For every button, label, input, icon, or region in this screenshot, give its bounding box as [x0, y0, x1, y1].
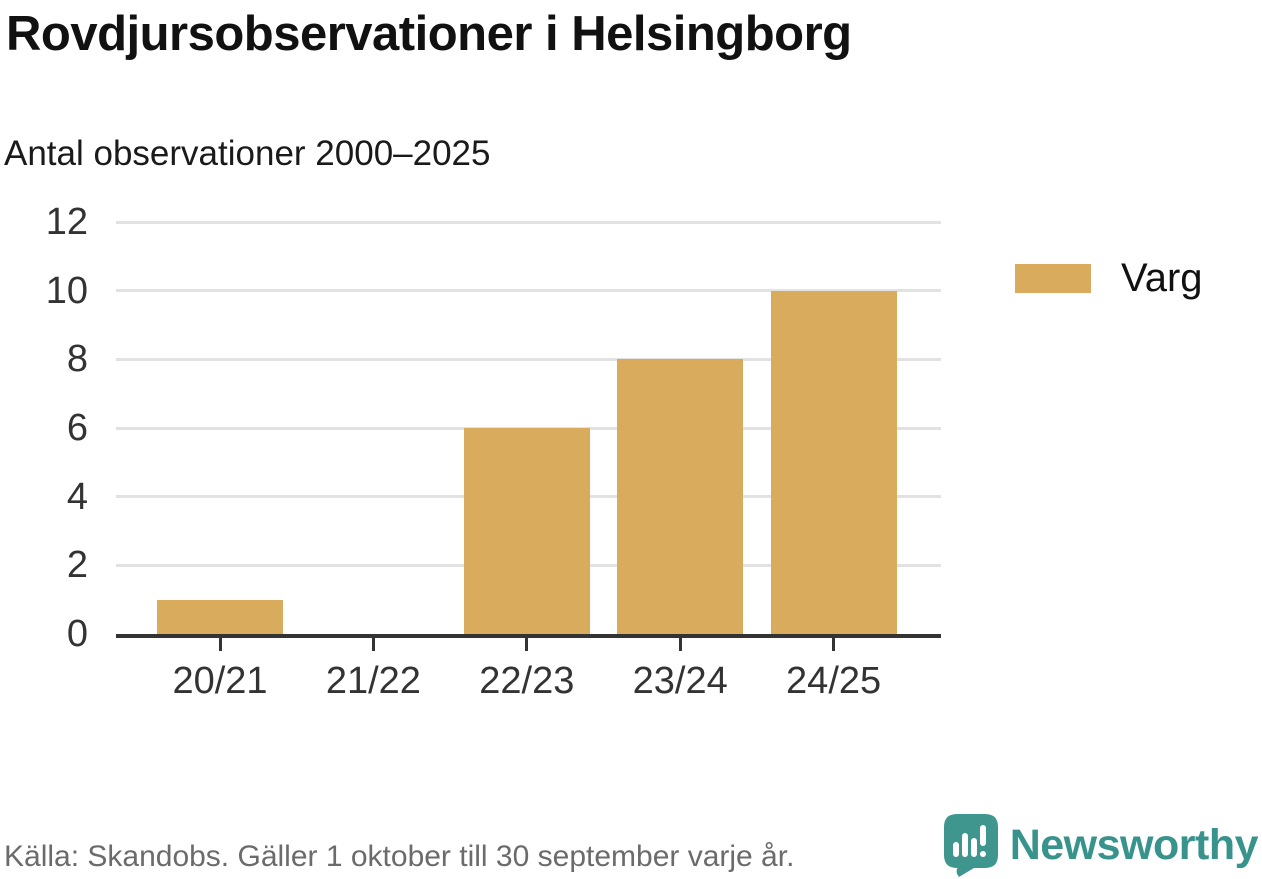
- y-axis-label-8: 8: [66, 338, 88, 381]
- x-tick-23/24: [678, 638, 682, 651]
- bar-23/24: [617, 359, 744, 634]
- legend-swatch-varg: [1015, 263, 1091, 293]
- x-tick-24/25: [832, 638, 836, 651]
- y-axis-label-12: 12: [45, 201, 88, 243]
- x-tick-20/21: [218, 638, 222, 651]
- x-tick-22/23: [525, 638, 529, 651]
- x-axis-label-22/23: 22/23: [479, 660, 575, 702]
- y-axis-label-0: 0: [66, 613, 88, 655]
- chart-legend: Varg: [1015, 258, 1203, 298]
- x-axis-label-21/22: 21/22: [325, 660, 421, 702]
- source-note: Källa: Skandobs. Gäller 1 oktober till 3…: [4, 840, 795, 873]
- x-tick-21/22: [371, 638, 375, 651]
- x-axis-label-20/21: 20/21: [172, 660, 268, 702]
- y-axis-label-10: 10: [45, 269, 88, 312]
- chart-subtitle: Antal observationer 2000–2025: [4, 134, 491, 173]
- newsworthy-wordmark: Newsworthy: [1009, 820, 1259, 869]
- page-title: Rovdjursobservationer i Helsingborg: [6, 7, 852, 61]
- x-axis-label-23/24: 23/24: [632, 660, 728, 702]
- gridline-y10: [116, 289, 941, 293]
- gridline-y8: [116, 357, 941, 361]
- x-axis-label-24/25: 24/25: [786, 660, 882, 702]
- x-axis-line: [116, 634, 941, 638]
- y-axis-label-2: 2: [66, 544, 88, 587]
- y-axis-label-4: 4: [66, 475, 88, 518]
- legend-label: Varg: [1121, 256, 1203, 300]
- newsworthy-logo-icon: [943, 813, 998, 877]
- newsworthy-brand: Newsworthy: [943, 812, 1259, 878]
- y-axis-label-6: 6: [66, 407, 88, 449]
- bar-20/21: [157, 599, 283, 634]
- bar-22/23: [463, 428, 590, 634]
- gridline-y12: [116, 220, 941, 224]
- bar-24/25: [770, 290, 897, 634]
